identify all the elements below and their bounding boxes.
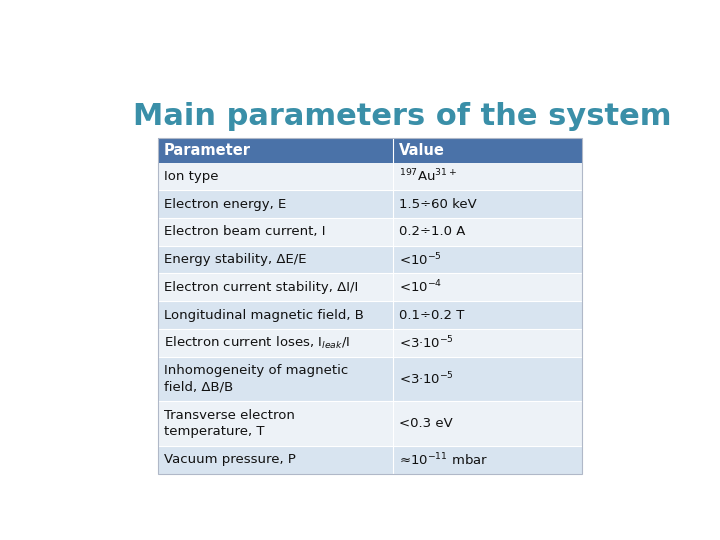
Bar [158, 138, 582, 163]
Bar [158, 163, 582, 190]
Text: $^{197}$Au$^{31+}$: $^{197}$Au$^{31+}$ [399, 168, 457, 185]
Bar [158, 401, 582, 446]
Text: <3·10$^{-5}$: <3·10$^{-5}$ [399, 334, 454, 351]
Bar [158, 329, 582, 356]
Bar [158, 138, 582, 474]
Bar [158, 446, 582, 474]
Text: Main parameters of the system: Main parameters of the system [132, 102, 671, 131]
Text: 1.5÷60 keV: 1.5÷60 keV [399, 198, 477, 211]
Text: <10$^{-5}$: <10$^{-5}$ [399, 251, 442, 268]
Text: Parameter: Parameter [163, 143, 251, 158]
Text: Electron current loses, I$_{leak}$/I: Electron current loses, I$_{leak}$/I [163, 335, 350, 351]
Text: Electron beam current, I: Electron beam current, I [163, 225, 325, 238]
Text: Vacuum pressure, P: Vacuum pressure, P [163, 453, 295, 467]
Bar [158, 301, 582, 329]
Text: <10$^{-4}$: <10$^{-4}$ [399, 279, 442, 295]
Text: Electron current stability, ΔI/I: Electron current stability, ΔI/I [163, 281, 358, 294]
Text: Inhomogeneity of magnetic
field, ΔB/B: Inhomogeneity of magnetic field, ΔB/B [163, 364, 348, 394]
Text: <3·10$^{-5}$: <3·10$^{-5}$ [399, 370, 454, 387]
Text: Longitudinal magnetic field, B: Longitudinal magnetic field, B [163, 308, 364, 321]
Text: Ion type: Ion type [163, 170, 218, 183]
Bar [158, 273, 582, 301]
Bar [158, 356, 582, 401]
Bar [158, 246, 582, 273]
Text: Transverse electron
temperature, T: Transverse electron temperature, T [163, 409, 294, 438]
Text: Electron energy, E: Electron energy, E [163, 198, 286, 211]
Text: 0.2÷1.0 A: 0.2÷1.0 A [399, 225, 465, 238]
Text: <0.3 eV: <0.3 eV [399, 417, 453, 430]
Text: Energy stability, ΔE/E: Energy stability, ΔE/E [163, 253, 306, 266]
Text: 0.1÷0.2 T: 0.1÷0.2 T [399, 308, 464, 321]
Bar [158, 190, 582, 218]
Bar [158, 218, 582, 246]
Text: ≈10$^{-11}$ mbar: ≈10$^{-11}$ mbar [399, 451, 488, 468]
Text: Value: Value [399, 143, 445, 158]
